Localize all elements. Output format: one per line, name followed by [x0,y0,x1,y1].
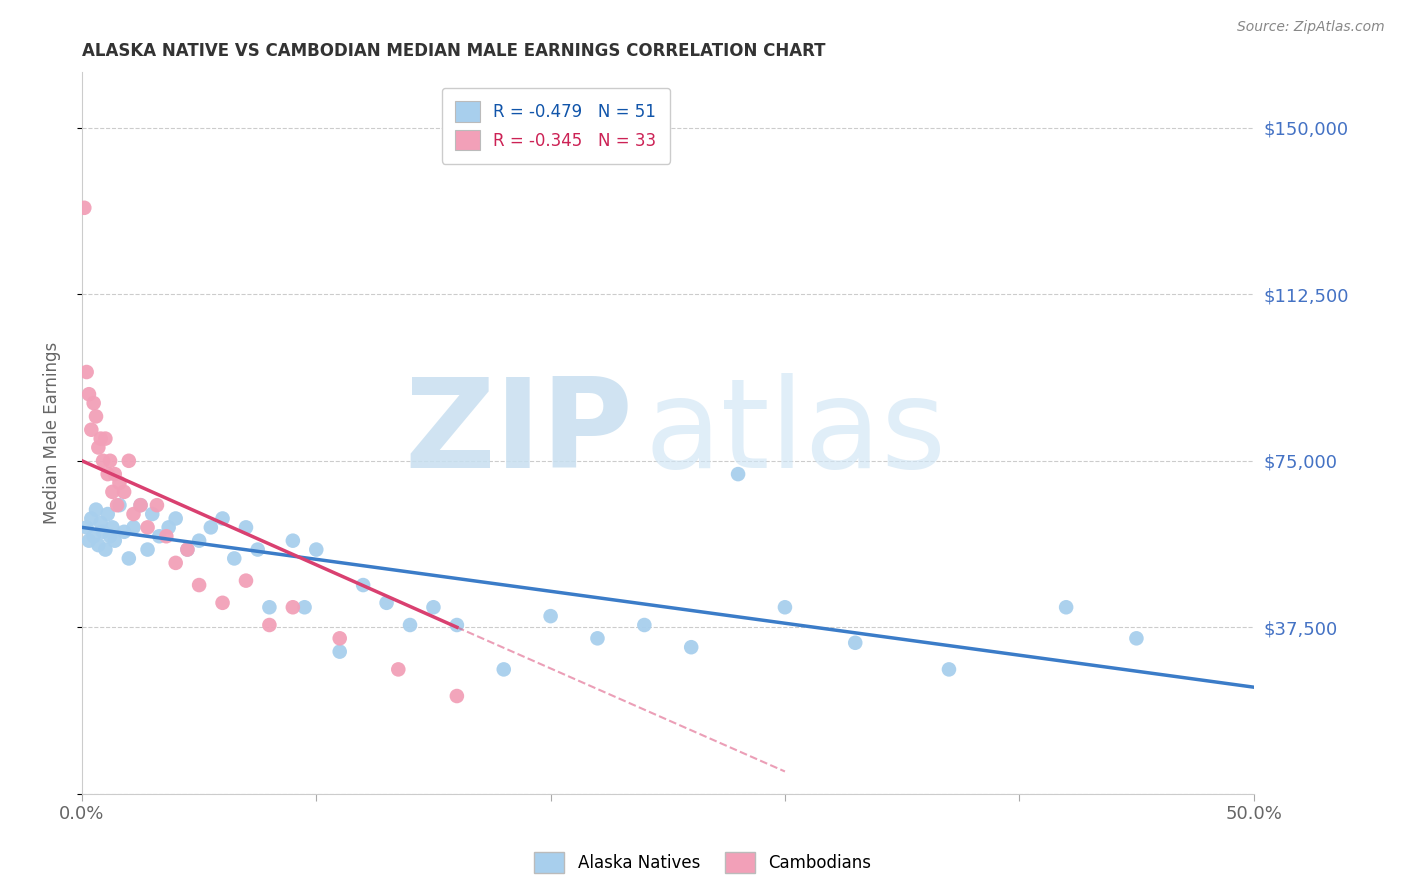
Point [112,484,135,499]
Point [104,533,127,548]
Point [91,454,114,468]
Point [224,551,246,566]
Point [773,600,796,615]
Point [281,533,304,548]
Point [73,201,96,215]
Point [188,578,211,592]
Point [246,542,269,557]
Point [98,529,121,543]
Point [87,538,110,552]
Text: atlas: atlas [644,373,946,493]
Point [90,432,112,446]
Point [294,600,316,615]
Point [1054,600,1077,615]
Point [235,574,257,588]
Point [681,640,703,655]
Point [259,600,281,615]
Point [165,511,187,525]
Point [200,520,222,534]
Point [211,596,233,610]
Point [108,498,131,512]
Point [77,533,100,548]
Point [94,432,117,446]
Point [80,511,103,525]
Point [399,618,422,632]
Point [84,502,107,516]
Y-axis label: Median Male Earnings: Median Male Earnings [44,342,60,524]
Point [84,409,107,424]
Point [352,578,374,592]
Point [727,467,749,482]
Point [375,596,398,610]
Point [90,516,112,530]
Point [91,524,114,539]
Point [97,467,120,482]
Point [83,396,105,410]
Point [259,618,281,632]
Legend: Alaska Natives, Cambodians: Alaska Natives, Cambodians [527,846,879,880]
Point [446,689,468,703]
Point [118,551,141,566]
Point [938,662,960,676]
Legend: R = -0.479   N = 51, R = -0.345   N = 33: R = -0.479 N = 51, R = -0.345 N = 33 [441,88,669,163]
Point [586,632,609,646]
Point [305,542,328,557]
Point [105,498,128,512]
Point [540,609,562,624]
Point [136,520,159,534]
Point [136,542,159,557]
Point [155,529,177,543]
Point [148,529,170,543]
Text: ZIP: ZIP [404,373,633,493]
Point [129,498,152,512]
Point [146,498,169,512]
Point [122,520,145,534]
Point [1125,632,1147,646]
Point [844,636,866,650]
Point [76,520,98,534]
Point [141,507,163,521]
Point [101,484,124,499]
Point [165,556,187,570]
Point [101,520,124,534]
Point [112,524,135,539]
Point [176,542,198,557]
Point [97,507,120,521]
Point [129,498,152,512]
Point [76,365,98,379]
Point [235,520,257,534]
Point [87,441,110,455]
Point [77,387,100,401]
Point [98,454,121,468]
Point [446,618,468,632]
Point [104,467,127,482]
Point [633,618,655,632]
Point [176,542,198,557]
Point [329,632,352,646]
Point [422,600,444,615]
Point [211,511,233,525]
Point [122,507,145,521]
Point [281,600,304,615]
Text: ALASKA NATIVE VS CAMBODIAN MEDIAN MALE EARNINGS CORRELATION CHART: ALASKA NATIVE VS CAMBODIAN MEDIAN MALE E… [82,42,825,60]
Point [83,529,105,543]
Point [94,542,117,557]
Point [80,423,103,437]
Point [329,645,352,659]
Point [492,662,515,676]
Point [157,520,180,534]
Point [188,533,211,548]
Point [118,454,141,468]
Text: Source: ZipAtlas.com: Source: ZipAtlas.com [1237,20,1385,34]
Point [108,475,131,490]
Point [387,662,409,676]
